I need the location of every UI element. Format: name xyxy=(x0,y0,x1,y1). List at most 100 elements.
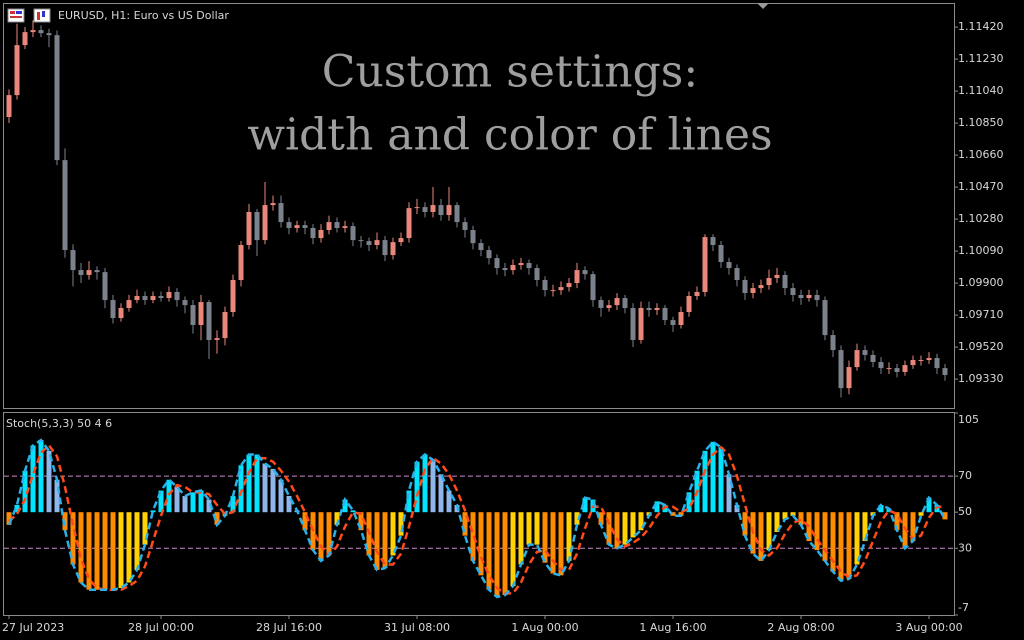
candle-body xyxy=(326,222,332,230)
candle-body xyxy=(622,298,628,308)
candle-body xyxy=(30,30,36,33)
candle-body xyxy=(926,357,932,361)
histogram-bar xyxy=(550,512,556,574)
icon xyxy=(10,11,15,14)
histogram-bar xyxy=(382,512,388,569)
histogram-bar xyxy=(398,512,404,536)
candle-body xyxy=(638,307,644,340)
candle-body xyxy=(78,270,84,275)
candle-body xyxy=(590,274,596,301)
histogram-bar xyxy=(534,512,540,545)
candle-body xyxy=(174,291,180,301)
candle-body xyxy=(350,226,356,241)
candle-body xyxy=(694,291,700,297)
y-tick-label: 30 xyxy=(958,541,972,554)
candle-body xyxy=(254,211,260,241)
candle-body xyxy=(942,368,948,375)
x-tick-label: 2 Aug 08:00 xyxy=(767,621,834,634)
histogram-bar xyxy=(678,512,684,516)
signal-line xyxy=(8,443,945,595)
candle-body xyxy=(934,357,940,369)
candle-body xyxy=(126,300,132,308)
icon xyxy=(42,11,45,17)
candle-body xyxy=(62,160,68,251)
candle-body xyxy=(878,362,884,369)
histogram-bar xyxy=(718,447,724,513)
x-tick-label: 27 Jul 2023 xyxy=(2,621,64,634)
x-tick-label: 1 Aug 16:00 xyxy=(639,621,706,634)
histogram-bar xyxy=(582,497,588,513)
main-line xyxy=(7,438,947,599)
x-tick-label: 28 Jul 00:00 xyxy=(128,621,194,634)
histogram-bar xyxy=(374,512,380,570)
candle-body xyxy=(510,265,516,271)
y-tick-label: 1.09710 xyxy=(958,308,1004,321)
candle-body xyxy=(14,45,20,96)
candle-body xyxy=(238,244,244,281)
candle-body xyxy=(302,225,308,228)
candle-body xyxy=(606,305,612,308)
y-tick-label: 50 xyxy=(958,505,972,518)
histogram-bar xyxy=(414,461,420,513)
candle-body xyxy=(750,288,756,293)
candle-body xyxy=(550,290,556,292)
candle-body xyxy=(542,280,548,291)
histogram-bar xyxy=(830,512,836,572)
y-tick-label: 1.09520 xyxy=(958,340,1004,353)
candle-body xyxy=(102,272,108,301)
candle-body xyxy=(614,298,620,306)
histogram-bar xyxy=(54,479,60,513)
histogram-bar xyxy=(206,499,212,513)
candle-body xyxy=(462,222,468,230)
histogram-bar xyxy=(462,512,468,536)
candle-body xyxy=(630,307,636,340)
histogram-bar xyxy=(214,512,220,525)
candle-body xyxy=(894,368,900,372)
histogram-bar xyxy=(790,512,796,516)
candle-body xyxy=(382,240,388,256)
histogram-bar xyxy=(710,441,716,513)
histogram-bar xyxy=(102,512,108,590)
candle-body xyxy=(374,240,380,245)
candle-body xyxy=(486,250,492,259)
candle-body xyxy=(902,365,908,372)
candle-body xyxy=(430,205,436,212)
candle-body xyxy=(598,300,604,308)
histogram-bar xyxy=(566,512,572,561)
candle-body xyxy=(54,35,60,161)
candle-body xyxy=(782,274,788,289)
candle-body xyxy=(854,350,860,368)
histogram-bar xyxy=(342,499,348,513)
histogram-bar xyxy=(726,474,732,513)
candle-body xyxy=(918,360,924,362)
histogram-bar xyxy=(358,512,364,531)
candle-body xyxy=(110,300,116,319)
symbol-icons xyxy=(7,8,51,23)
candle-body xyxy=(862,350,868,355)
histogram-bar xyxy=(150,510,156,513)
y-tick-label: 1.10470 xyxy=(958,180,1004,193)
histogram-bar xyxy=(598,512,604,525)
histogram-bar xyxy=(110,512,116,590)
candle-body xyxy=(470,229,476,244)
histogram-bar xyxy=(118,512,124,588)
candle-body xyxy=(678,312,684,325)
candle-body xyxy=(838,350,844,389)
histogram-bar xyxy=(14,504,20,513)
candle-body xyxy=(646,307,652,310)
histogram-bar xyxy=(30,445,36,513)
y-tick-label: 1.10850 xyxy=(958,116,1004,129)
candle-body xyxy=(334,222,340,228)
histogram-bar xyxy=(238,465,244,513)
candle-body xyxy=(222,312,228,339)
candle-body xyxy=(870,354,876,363)
candle-body xyxy=(518,263,524,266)
histogram-bar xyxy=(478,512,484,576)
candle-body xyxy=(886,368,892,370)
icon xyxy=(7,8,25,23)
candle-body xyxy=(230,280,236,313)
histogram-bar xyxy=(350,510,356,513)
candle-body xyxy=(70,250,76,271)
histogram-bar xyxy=(86,512,92,590)
